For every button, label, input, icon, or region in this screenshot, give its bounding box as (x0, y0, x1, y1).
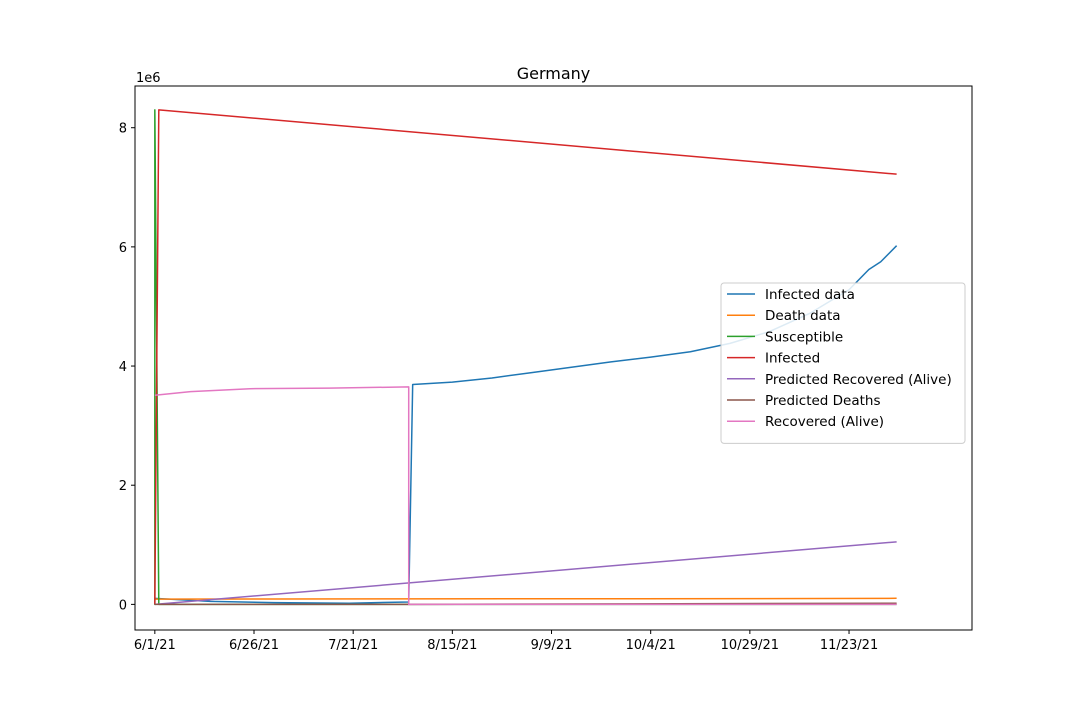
legend-label: Recovered (Alive) (765, 414, 884, 430)
legend-label: Infected (765, 351, 820, 367)
x-tick-label: 7/21/21 (328, 638, 378, 653)
y-offset-label: 1e6 (136, 71, 161, 86)
y-tick-label: 2 (119, 479, 127, 494)
chart-title: Germany (517, 64, 591, 83)
x-tick-label: 6/1/21 (134, 638, 176, 653)
x-tick-label: 11/23/21 (820, 638, 878, 653)
y-tick-label: 4 (119, 360, 127, 375)
x-tick-label: 6/26/21 (229, 638, 279, 653)
legend-label: Predicted Deaths (765, 393, 881, 409)
y-axis: 0 2 4 6 8 (119, 122, 135, 613)
legend-label: Infected data (765, 287, 855, 303)
series-line-4 (154, 109, 897, 605)
legend-label: Death data (765, 308, 841, 324)
y-tick-label: 8 (119, 122, 127, 137)
y-tick-label: 6 (119, 241, 127, 256)
series-line-2 (154, 597, 897, 600)
series-line-5 (154, 541, 897, 606)
x-tick-label: 10/4/21 (626, 638, 676, 653)
plot-lines (154, 109, 898, 606)
x-tick-label: 9/9/21 (531, 638, 573, 653)
x-tick-label: 10/29/21 (721, 638, 779, 653)
legend-box (720, 282, 966, 444)
x-axis: 6/1/21 6/26/21 7/21/21 8/15/21 9/9/21 10/4/21… (134, 630, 878, 653)
legend: Infected data Death data Susceptible Infect… (720, 282, 966, 444)
x-tick-label: 8/15/21 (427, 638, 477, 653)
series-line-7 (154, 386, 897, 606)
plot-frame (134, 85, 973, 631)
y-tick-label: 0 (119, 598, 127, 613)
legend-label: Predicted Recovered (Alive) (765, 372, 952, 388)
legend-label: Susceptible (765, 329, 843, 345)
